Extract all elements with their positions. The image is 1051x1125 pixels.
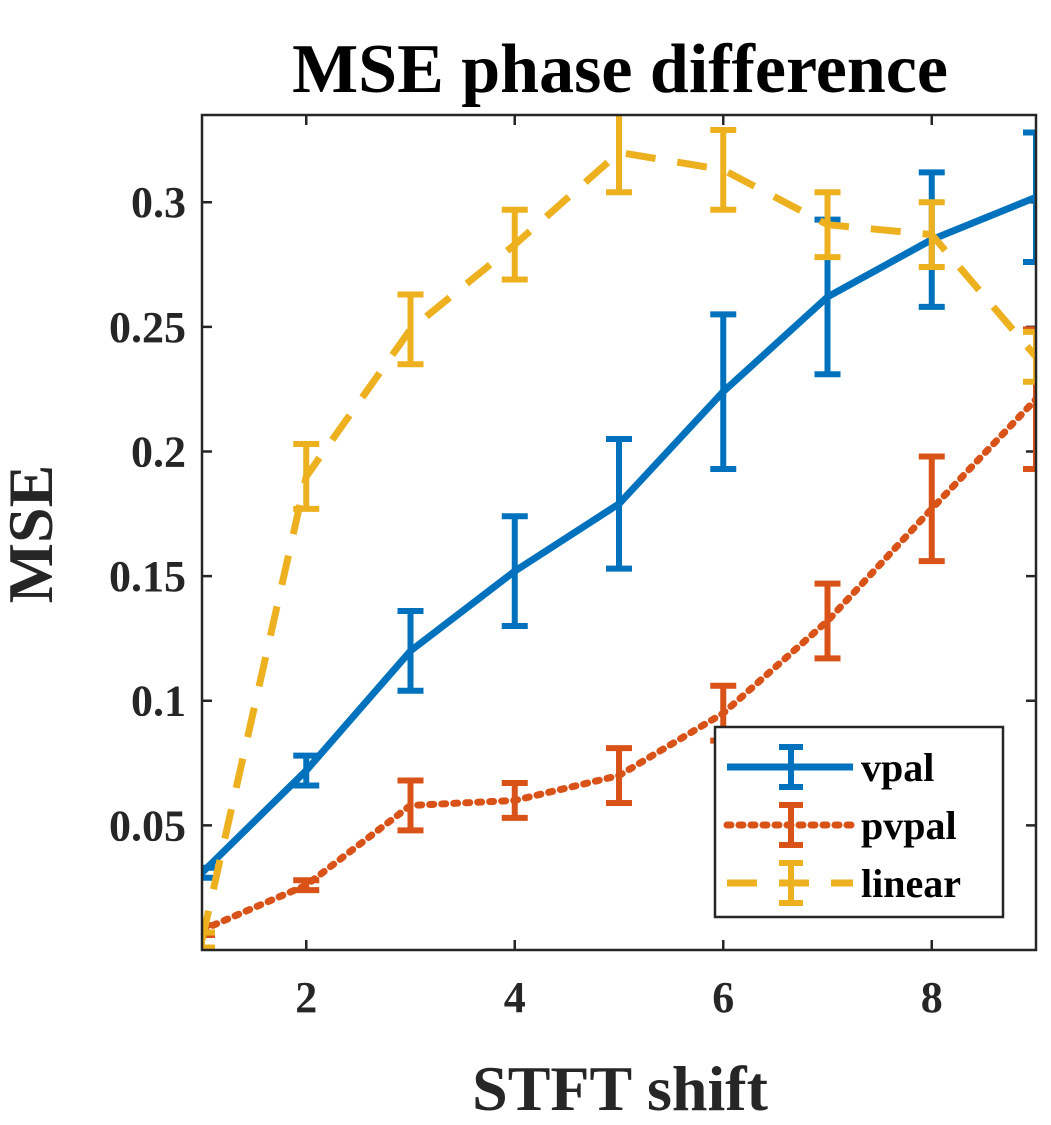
error-bar-pvpal — [501, 780, 528, 821]
plot-area: 2 4 6 8 0.05 0.1 0.15 0.2 0.25 0.3 vpal pvpal linear — [109, 113, 1038, 1022]
error-bar-vpal — [501, 513, 528, 629]
error-bar-linear — [202, 929, 215, 950]
y-axis-label: MSE — [0, 465, 66, 604]
error-bar-linear — [501, 206, 528, 283]
error-bar-pvpal — [814, 580, 841, 662]
y-tick-label: 0.15 — [109, 552, 186, 601]
legend-item-pvpal: pvpal — [723, 802, 957, 848]
x-tick-label: 2 — [295, 973, 317, 1022]
error-bar-vpal — [397, 608, 424, 694]
x-tick-label: 6 — [712, 973, 734, 1022]
legend: vpal pvpal linear — [713, 725, 1005, 919]
x-tick-label: 4 — [504, 973, 526, 1022]
error-bar-pvpal — [606, 745, 632, 806]
legend-item-linear: linear — [727, 860, 961, 906]
legend-item-vpal: vpal — [727, 744, 934, 790]
error-bar-linear — [293, 441, 320, 512]
error-bar-linear — [397, 291, 424, 368]
legend-label-pvpal: pvpal — [861, 803, 957, 848]
error-bar-pvpal — [397, 777, 424, 834]
error-bar-linear — [606, 115, 632, 196]
error-bar-vpal — [606, 436, 632, 572]
legend-label-vpal: vpal — [861, 745, 934, 790]
y-tick-label: 0.25 — [109, 303, 186, 352]
legend-label-linear: linear — [861, 861, 961, 906]
y-tick-label: 0.1 — [131, 677, 186, 726]
error-bar-vpal — [1023, 129, 1036, 266]
x-axis-label: STFT shift — [472, 1053, 769, 1124]
error-bar-linear — [814, 189, 841, 261]
y-tick-label: 0.3 — [131, 178, 186, 227]
series-layer — [202, 115, 1036, 950]
error-bar-linear — [1023, 328, 1036, 385]
chart-title: MSE phase difference — [292, 31, 948, 108]
y-tick-label: 0.05 — [109, 801, 186, 850]
series-line-linear — [202, 148, 1036, 941]
error-bar-pvpal — [293, 877, 320, 894]
y-tick-label: 0.2 — [131, 427, 186, 476]
x-tick-label: 8 — [921, 973, 943, 1022]
error-bar-linear — [710, 126, 737, 213]
error-bar-vpal — [710, 311, 737, 472]
axes-box — [200, 113, 1038, 952]
error-bar-vpal — [293, 752, 320, 789]
error-bar-linear — [918, 199, 945, 271]
error-bar-vpal — [202, 864, 215, 881]
error-bar-pvpal — [918, 453, 945, 565]
